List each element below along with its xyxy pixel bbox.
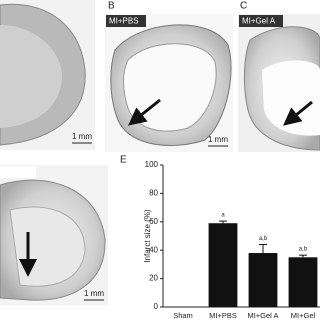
panel-letter: E xyxy=(120,155,127,166)
y-tick-label: 100 xyxy=(145,160,159,169)
scale-label: 1 mm xyxy=(208,135,228,144)
significance-label: a,b xyxy=(299,247,308,253)
x-tick-label: MI+Gel xyxy=(291,311,316,320)
scale-label: 1 mm xyxy=(84,289,104,298)
panel-c: C MI+Gel A xyxy=(238,1,320,152)
x-tick-label: Sham xyxy=(173,311,193,320)
x-tick-label: MI+PBS xyxy=(209,311,237,320)
bar xyxy=(208,223,238,307)
scale-label: 1 mm xyxy=(72,132,92,141)
y-tick-label: 0 xyxy=(154,302,159,311)
panel-d: 1 mm xyxy=(0,165,108,305)
panel-tag: MI+PBS xyxy=(109,17,139,26)
panel-a: 1 mm xyxy=(0,0,95,150)
y-tick-label: 60 xyxy=(149,217,158,226)
x-tick-label: MI+Gel A xyxy=(247,311,278,320)
y-tick-label: 40 xyxy=(149,245,158,254)
significance-label: a,b xyxy=(259,236,268,242)
significance-label: a xyxy=(221,213,225,219)
y-axis-label: Infarct size (%) xyxy=(143,209,152,263)
bar-chart: E Infarct size (%) 0 20 40 60 80 100 Sham MI+PB… xyxy=(120,155,320,320)
bar xyxy=(248,253,278,307)
panel-letter: B xyxy=(108,1,115,12)
bar xyxy=(288,257,318,307)
y-tick-label: 80 xyxy=(149,189,158,198)
panel-letter: C xyxy=(240,1,247,12)
y-tick-label: 20 xyxy=(149,274,158,283)
panel-b: B MI+PBS 1 mm xyxy=(105,1,233,152)
panel-tag: MI+Gel A xyxy=(242,17,276,26)
